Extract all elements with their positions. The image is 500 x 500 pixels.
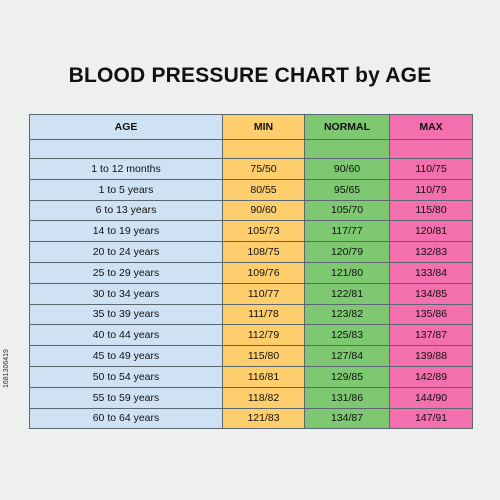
normal-cell: 134/87: [304, 407, 390, 430]
normal-cell: 122/81: [304, 282, 390, 305]
age-cell: 35 to 39 years: [29, 303, 223, 326]
normal-cell: 129/85: [304, 365, 390, 388]
max-cell: 144/90: [389, 386, 473, 409]
spacer-row: [29, 139, 473, 159]
age-cell: 6 to 13 years: [29, 199, 223, 222]
age-cell: 55 to 59 years: [29, 386, 223, 409]
age-cell: 1 to 12 months: [29, 158, 223, 180]
spacer-cell: [389, 139, 473, 159]
max-cell: 135/86: [389, 303, 473, 326]
age-cell: 45 to 49 years: [29, 345, 223, 367]
min-cell: 80/55: [222, 178, 305, 201]
table-row: 30 to 34 years 110/77 122/81 134/85: [29, 282, 473, 305]
min-cell: 75/50: [222, 158, 305, 180]
min-cell: 108/75: [222, 241, 305, 263]
table-row: 35 to 39 years 111/78 123/82 135/86: [29, 303, 473, 326]
age-cell: 60 to 64 years: [29, 407, 223, 430]
min-cell: 112/79: [222, 324, 305, 347]
image-id-label: 1681306419: [3, 349, 10, 388]
table-row: 1 to 12 months 75/50 90/60 110/75: [29, 158, 473, 180]
spacer-cell: [222, 139, 305, 159]
normal-cell: 120/79: [304, 241, 390, 263]
header-min: MIN: [222, 114, 305, 140]
normal-cell: 95/65: [304, 178, 390, 201]
max-cell: 120/81: [389, 220, 473, 243]
spacer-cell: [304, 139, 390, 159]
min-cell: 115/80: [222, 345, 305, 367]
min-cell: 121/83: [222, 407, 305, 430]
blood-pressure-table: AGE MIN NORMAL MAX 1 to 12 months 75/50 90…: [29, 114, 473, 430]
max-cell: 139/88: [389, 345, 473, 367]
min-cell: 111/78: [222, 303, 305, 326]
table-row: 45 to 49 years 115/80 127/84 139/88: [29, 345, 473, 367]
min-cell: 109/76: [222, 261, 305, 284]
max-cell: 147/91: [389, 407, 473, 430]
age-cell: 25 to 29 years: [29, 261, 223, 284]
table-row: 50 to 54 years 116/81 129/85 142/89: [29, 365, 473, 388]
normal-cell: 123/82: [304, 303, 390, 326]
table-row: 1 to 5 years 80/55 95/65 110/79: [29, 178, 473, 201]
age-cell: 30 to 34 years: [29, 282, 223, 305]
table-body: 1 to 12 months 75/50 90/60 110/75 1 to 5 yea…: [29, 139, 473, 430]
table-row: 20 to 24 years 108/75 120/79 132/83: [29, 241, 473, 263]
min-cell: 110/77: [222, 282, 305, 305]
max-cell: 142/89: [389, 365, 473, 388]
max-cell: 115/80: [389, 199, 473, 222]
age-cell: 20 to 24 years: [29, 241, 223, 263]
spacer-cell: [29, 139, 223, 159]
age-cell: 1 to 5 years: [29, 178, 223, 201]
min-cell: 105/73: [222, 220, 305, 243]
normal-cell: 131/86: [304, 386, 390, 409]
normal-cell: 127/84: [304, 345, 390, 367]
header-max: MAX: [389, 114, 473, 140]
min-cell: 118/82: [222, 386, 305, 409]
table-row: 25 to 29 years 109/76 121/80 133/84: [29, 261, 473, 284]
table-row: 6 to 13 years 90/60 105/70 115/80: [29, 199, 473, 222]
table-row: 55 to 59 years 118/82 131/86 144/90: [29, 386, 473, 409]
normal-cell: 117/77: [304, 220, 390, 243]
header-normal: NORMAL: [304, 114, 390, 140]
normal-cell: 125/83: [304, 324, 390, 347]
normal-cell: 90/60: [304, 158, 390, 180]
age-cell: 14 to 19 years: [29, 220, 223, 243]
min-cell: 116/81: [222, 365, 305, 388]
max-cell: 133/84: [389, 261, 473, 284]
header-age: AGE: [29, 114, 223, 140]
table-row: 14 to 19 years 105/73 117/77 120/81: [29, 220, 473, 243]
age-cell: 40 to 44 years: [29, 324, 223, 347]
normal-cell: 105/70: [304, 199, 390, 222]
max-cell: 110/75: [389, 158, 473, 180]
max-cell: 110/79: [389, 178, 473, 201]
table-row: 40 to 44 years 112/79 125/83 137/87: [29, 324, 473, 347]
normal-cell: 121/80: [304, 261, 390, 284]
table-row: 60 to 64 years 121/83 134/87 147/91: [29, 407, 473, 430]
max-cell: 134/85: [389, 282, 473, 305]
min-cell: 90/60: [222, 199, 305, 222]
chart-title: BLOOD PRESSURE CHART by AGE: [68, 64, 432, 87]
header-row: AGE MIN NORMAL MAX: [29, 114, 473, 140]
max-cell: 137/87: [389, 324, 473, 347]
age-cell: 50 to 54 years: [29, 365, 223, 388]
max-cell: 132/83: [389, 241, 473, 263]
